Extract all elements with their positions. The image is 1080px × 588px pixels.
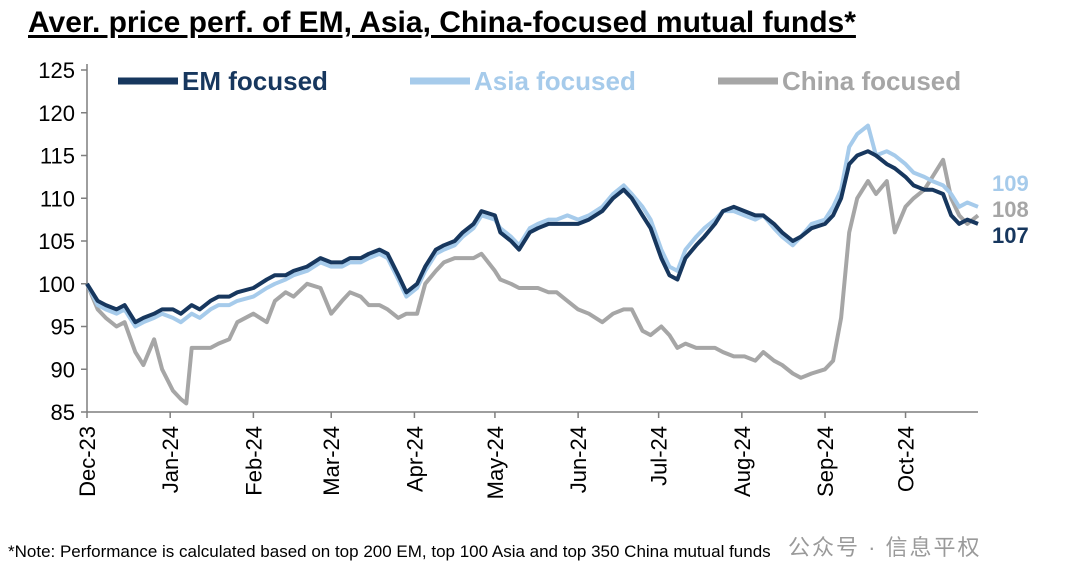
x-tick-label: Jun-24 (566, 426, 591, 493)
x-tick-label: May-24 (483, 426, 508, 499)
y-tick-label: 105 (38, 229, 75, 254)
series-layer (85, 123, 980, 406)
x-tick-label: Apr-24 (402, 426, 427, 492)
y-axis: 85 90 95 100 105 110 115 120 125 (38, 58, 88, 425)
y-tick-label: 110 (40, 186, 75, 211)
chart-title: Aver. price perf. of EM, Asia, China-foc… (28, 6, 856, 39)
x-tick-label: Jul-24 (647, 426, 672, 486)
y-tick-label: 120 (38, 101, 75, 126)
x-tick-label: Feb-24 (241, 426, 266, 496)
x-tick-label: Oct-24 (894, 426, 919, 492)
legend: EM focused Asia focused China focused (118, 66, 961, 96)
footnote: *Note: Performance is calculated based o… (8, 542, 771, 561)
x-axis: Dec-23 Jan-24 Feb-24 Mar-24 Apr-24 May-24 Jun-… (75, 411, 978, 499)
x-tick-label: Dec-23 (75, 426, 100, 497)
series-line-asia (85, 123, 979, 329)
y-tick-label: 85 (51, 400, 75, 425)
series-line-em (85, 149, 979, 325)
legend-label-china: China focused (782, 66, 961, 96)
y-tick-label: 125 (38, 58, 75, 83)
end-label-em: 107 (992, 223, 1029, 248)
y-tick-label: 100 (38, 272, 75, 297)
end-label-asia: 109 (992, 171, 1029, 196)
series-line-china (85, 157, 980, 406)
end-label-china: 108 (992, 197, 1029, 222)
legend-label-em: EM focused (182, 66, 328, 96)
y-tick-label: 90 (51, 357, 75, 382)
x-tick-label: Mar-24 (319, 426, 344, 496)
y-tick-label: 115 (40, 144, 75, 169)
watermark: 公众号 · 信息平权 (788, 535, 982, 560)
legend-label-asia: Asia focused (474, 66, 636, 96)
x-tick-label: Jan-24 (158, 426, 183, 493)
x-tick-label: Aug-24 (730, 426, 755, 497)
x-tick-label: Sep-24 (813, 426, 838, 497)
y-tick-label: 95 (51, 315, 75, 340)
